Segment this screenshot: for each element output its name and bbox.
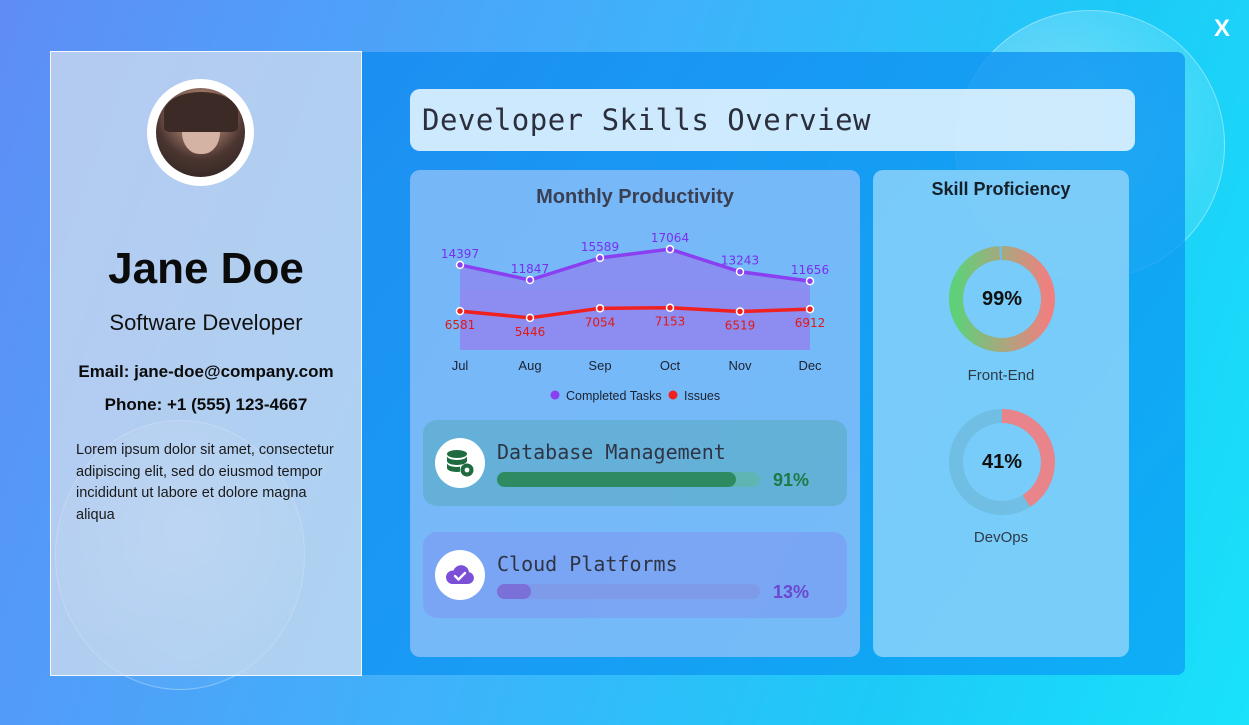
close-button[interactable]: X	[1213, 15, 1230, 42]
skill-cloud-platforms: Cloud Platforms 13%	[423, 532, 847, 618]
x-tick-label: Nov	[728, 358, 752, 373]
legend-label: Issues	[684, 389, 720, 403]
avatar-frame	[147, 79, 254, 186]
page-title: Developer Skills Overview	[422, 103, 871, 137]
dashboard-title-bar: Developer Skills Overview	[410, 89, 1135, 151]
point-completed-tasks-dec	[805, 276, 815, 286]
point-issues-aug	[525, 313, 535, 323]
data-label: 13243	[721, 254, 759, 268]
x-tick-label: Jul	[452, 358, 469, 373]
donut-label: Front-End	[967, 367, 1035, 384]
data-label: 11656	[791, 263, 829, 277]
profile-role: Software Developer	[109, 310, 303, 335]
donut-chart-front-end: 99%	[948, 245, 1056, 353]
data-label: 15589	[581, 240, 619, 254]
avatar	[156, 88, 245, 177]
legend-marker	[550, 390, 560, 400]
data-label: 6519	[725, 318, 756, 332]
series-line-completed-tasks	[459, 247, 811, 283]
series-area-completed-tasks	[460, 249, 810, 350]
data-label: 7153	[655, 315, 686, 329]
skill-label: Cloud Platforms	[497, 552, 678, 576]
data-label: 6912	[795, 316, 826, 330]
point-issues-jul	[455, 306, 465, 316]
productivity-chart: 14397 11847 15589 17064 13243 11656 6581 5446 70…	[441, 231, 829, 403]
cloud-check-icon	[435, 550, 485, 600]
skill-proficiency-card: Skill Proficiency 99% Front-End 41% DevO…	[873, 170, 1129, 657]
point-completed-tasks-jul	[455, 260, 465, 270]
series-line-issues	[459, 305, 811, 320]
x-tick-label: Oct	[660, 358, 681, 373]
point-completed-tasks-aug	[525, 275, 535, 285]
profile-card: Jane Doe Software Developer Email: jane-…	[50, 51, 362, 676]
database-gear-icon	[435, 438, 485, 488]
progress-bar	[497, 584, 760, 599]
donut-ring	[949, 409, 1055, 515]
donut-value-arc	[949, 409, 1055, 515]
donut-value-arc	[949, 246, 1055, 352]
data-label: 5446	[515, 325, 546, 339]
chart-title: Monthly Productivity	[536, 186, 734, 208]
profile-phone: Phone: +1 (555) 123-4667	[104, 395, 308, 414]
donut-chart-devops: 41%	[948, 408, 1056, 516]
data-label: 17064	[651, 231, 689, 245]
point-issues-dec	[805, 304, 815, 314]
productivity-card: Monthly Productivity 14397 11847 15589 1706…	[410, 170, 860, 657]
skill-database-management: Database Management 91%	[423, 420, 847, 506]
donut-percent: 41%	[981, 451, 1023, 473]
progress-bar-fill	[497, 584, 532, 599]
profile-email: Email: jane-doe@company.com	[78, 362, 334, 381]
point-issues-oct	[665, 303, 675, 312]
data-label: 11847	[511, 262, 549, 276]
point-completed-tasks-oct	[665, 244, 675, 254]
x-tick-label: Aug	[518, 358, 541, 373]
profile-name: Jane Doe	[108, 244, 304, 293]
point-issues-sep	[595, 304, 605, 313]
skill-percent: 13%	[773, 582, 810, 602]
progress-bar	[497, 472, 760, 487]
proficiency-title: Skill Proficiency	[931, 179, 1071, 199]
point-completed-tasks-sep	[595, 253, 605, 263]
donut-label: DevOps	[973, 529, 1029, 546]
profile-bio: Lorem ipsum dolor sit amet, consectetur …	[76, 442, 334, 523]
x-tick-label: Dec	[798, 358, 822, 373]
donut-ring	[949, 246, 1055, 352]
x-tick-label: Sep	[588, 358, 611, 373]
point-completed-tasks-nov	[735, 267, 745, 276]
skill-percent: 91%	[773, 470, 810, 490]
data-label: 14397	[441, 247, 479, 261]
legend-marker	[668, 390, 678, 400]
progress-bar-fill	[497, 472, 737, 487]
data-label: 7054	[585, 315, 616, 329]
legend-label: Completed Tasks	[566, 389, 662, 403]
donut-percent: 99%	[981, 288, 1023, 310]
point-issues-nov	[735, 307, 745, 316]
skill-label: Database Management	[497, 440, 726, 464]
data-label: 6581	[445, 318, 476, 332]
